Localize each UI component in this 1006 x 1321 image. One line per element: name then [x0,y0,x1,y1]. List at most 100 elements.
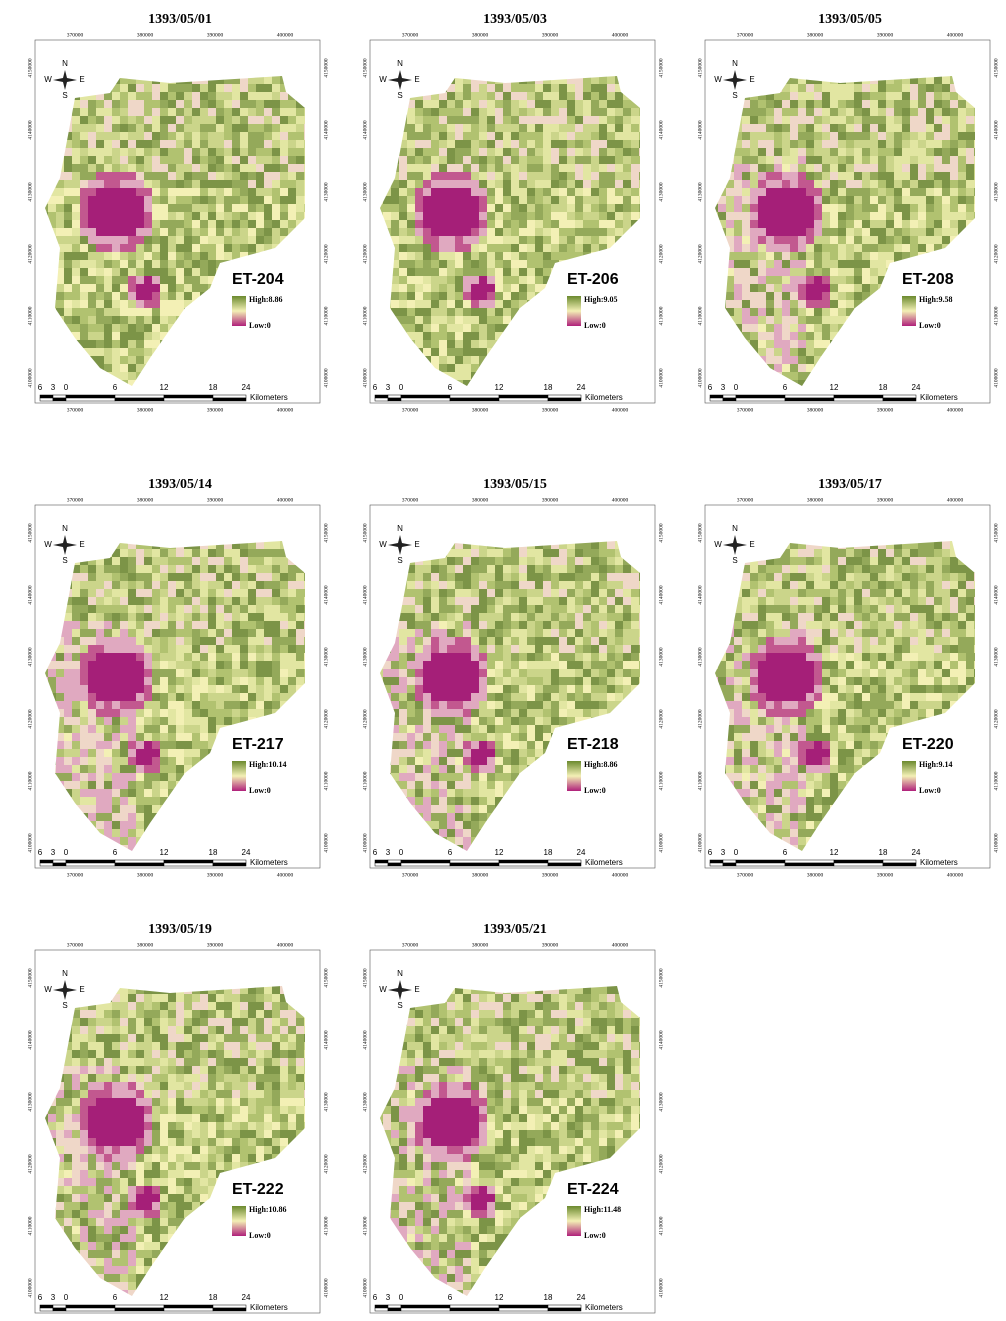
raster-cell [974,292,982,300]
raster-cell [224,316,232,324]
raster-cell [455,68,463,76]
raster-cell [519,348,527,356]
raster-cell [471,364,479,372]
raster-cell [966,132,974,140]
raster-cell [455,108,463,116]
raster-cell [902,372,910,380]
raster-cell [583,100,591,108]
raster-cell [639,212,647,220]
raster-cell [256,348,264,356]
raster-cell [862,324,870,332]
raster-cell [750,220,758,228]
raster-cell [288,300,296,308]
raster-cell [519,196,527,204]
raster-cell [487,356,495,364]
raster-cell [152,92,160,100]
raster-cell [854,76,862,84]
raster-cell [726,204,734,212]
raster-cell [120,621,128,629]
raster-cell [543,220,551,228]
raster-cell [782,228,790,236]
raster-cell [487,348,495,356]
raster-cell [391,276,399,284]
raster-cell [878,300,886,308]
raster-cell [216,669,224,677]
raster-cell [272,541,280,549]
raster-cell [136,613,144,621]
raster-cell [391,132,399,140]
raster-cell [495,76,503,84]
raster-cell [774,348,782,356]
raster-cell [120,204,128,212]
raster-cell [104,228,112,236]
raster-cell [830,236,838,244]
raster-cell [248,148,256,156]
raster-cell [240,653,248,661]
raster-cell [814,268,822,276]
raster-cell [439,372,447,380]
raster-cell [240,116,248,124]
raster-cell [519,284,527,292]
raster-cell [168,92,176,100]
raster-cell [104,156,112,164]
raster-cell [774,116,782,124]
raster-cell [391,356,399,364]
raster-cell [128,276,136,284]
raster-cell [838,268,846,276]
raster-cell [415,204,423,212]
raster-cell [774,380,782,388]
raster-cell [248,180,256,188]
raster-cell [208,156,216,164]
raster-cell [144,340,152,348]
raster-cell [280,573,288,581]
raster-cell [391,340,399,348]
raster-cell [615,244,623,252]
raster-cell [958,388,966,396]
raster-cell [926,100,934,108]
raster-cell [96,124,104,132]
raster-cell [958,220,966,228]
raster-cell [734,100,742,108]
raster-cell [120,132,128,140]
raster-cell [862,100,870,108]
raster-cell [104,356,112,364]
raster-cell [224,637,232,645]
raster-cell [88,132,96,140]
raster-cell [710,132,718,140]
raster-cell [112,645,120,653]
raster-cell [176,605,184,613]
raster-cell [950,324,958,332]
raster-cell [479,276,487,284]
raster-cell [734,332,742,340]
raster-cell [854,164,862,172]
raster-cell [168,677,176,685]
raster-cell [144,244,152,252]
raster-cell [639,132,647,140]
raster-cell [806,196,814,204]
raster-cell [264,348,272,356]
raster-cell [950,340,958,348]
raster-cell [471,268,479,276]
raster-cell [623,212,631,220]
raster-cell [934,124,942,132]
raster-cell [104,244,112,252]
raster-cell [567,196,575,204]
raster-cell [375,268,383,276]
raster-cell [128,164,136,172]
raster-cell [479,196,487,204]
raster-cell [974,316,982,324]
raster-cell [216,637,224,645]
raster-cell [208,629,216,637]
raster-cell [168,541,176,549]
raster-cell [415,268,423,276]
raster-cell [200,589,208,597]
raster-cell [958,180,966,188]
raster-cell [192,124,200,132]
raster-cell [40,244,48,252]
raster-cell [64,124,72,132]
raster-cell [136,380,144,388]
raster-cell [80,589,88,597]
raster-cell [878,364,886,372]
raster-cell [511,156,519,164]
raster-cell [894,260,902,268]
